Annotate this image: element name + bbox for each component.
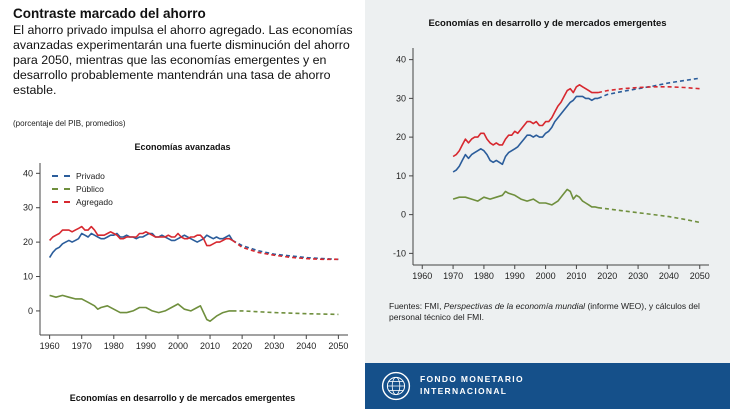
x-tick-label: 1960: [40, 341, 60, 351]
imf-logo-icon: [381, 371, 411, 401]
y-tick-label: 10: [23, 272, 33, 282]
x-tick-label: 1990: [136, 341, 156, 351]
sources-suffix: (informe WEO), y cálculos del personal t…: [389, 300, 700, 323]
x-tick-label: 2010: [566, 271, 586, 281]
page-title: Contraste marcado del ahorro: [13, 6, 206, 21]
series-privado-projection-line: [597, 77, 700, 100]
units-note: (porcentaje del PIB, promedios): [13, 119, 126, 128]
intro-paragraph: El ahorro privado impulsa el ahorro agre…: [13, 23, 353, 97]
legend-sample: [52, 175, 70, 177]
x-tick-label: 2020: [597, 271, 617, 281]
left-panel: Contraste marcado del ahorro El ahorro p…: [6, 6, 358, 403]
advanced-economies-chart-title: Economías avanzadas: [134, 142, 231, 152]
sources-prefix: Fuentes: FMI,: [389, 300, 444, 311]
imf-footer-bar: FONDO MONETARIO INTERNACIONAL: [365, 363, 730, 409]
chart-legend: Privado Público Agregado: [52, 171, 113, 210]
emerging-economies-chart-title-cutoff: Economías en desarrollo y de mercados em…: [69, 393, 296, 403]
imf-wordmark-line1: FONDO MONETARIO: [420, 374, 524, 385]
legend-sample: [52, 188, 70, 190]
legend-item-agregado: Agregado: [52, 197, 113, 207]
x-tick-label: 2040: [659, 271, 679, 281]
x-tick-label: 1980: [474, 271, 494, 281]
series-agregado-line: [452, 83, 598, 158]
series-público-projection-line: [597, 206, 700, 224]
x-tick-label: 2030: [264, 341, 284, 351]
y-tick-label: 0: [401, 210, 406, 220]
x-tick-label: 2030: [628, 271, 648, 281]
y-tick-label: 0: [28, 306, 33, 316]
x-tick-label: 2050: [328, 341, 348, 351]
series-agregado-projection-line: [597, 85, 700, 94]
x-tick-label: 2000: [536, 271, 556, 281]
x-tick-label: 2020: [232, 341, 252, 351]
imf-wordmark-line2: INTERNACIONAL: [420, 386, 508, 396]
y-tick-label: 40: [396, 55, 406, 65]
x-tick-label: 2000: [168, 341, 188, 351]
series-privado-projection-line: [232, 239, 339, 261]
x-tick-label: 1980: [104, 341, 124, 351]
legend-label: Público: [76, 184, 104, 194]
sources-italic-title: Perspectivas de la economía mundial: [443, 300, 586, 311]
x-tick-label: 2050: [690, 271, 710, 281]
series-agregado-projection-line: [232, 239, 339, 261]
sources-note: Fuentes: FMI, Perspectivas de la economí…: [389, 301, 721, 325]
emerging-economies-chart-container: -10 0 10 20 30 40 1960 1970 1980 1990 2000 2010 2020…: [379, 40, 719, 285]
x-tick-label: 2040: [296, 341, 316, 351]
imf-wordmark: FONDO MONETARIO INTERNACIONAL: [420, 374, 524, 398]
legend-label: Agregado: [76, 197, 113, 207]
legend-item-privado: Privado: [52, 171, 113, 181]
legend-item-publico: Público: [52, 184, 113, 194]
series-privado-line: [452, 95, 598, 173]
x-tick-label: 1970: [72, 341, 92, 351]
y-tick-label: 30: [23, 203, 33, 213]
y-tick-label: 10: [396, 171, 406, 181]
legend-label: Privado: [76, 171, 105, 181]
legend-sample: [52, 201, 70, 203]
y-tick-label: 20: [396, 132, 406, 142]
series-privado-line: [48, 232, 234, 259]
x-tick-label: 1990: [505, 271, 525, 281]
series-público-projection-line: [232, 310, 339, 316]
series-agregado-line: [49, 225, 233, 247]
x-tick-label: 1970: [443, 271, 463, 281]
y-tick-label: -10: [393, 248, 406, 258]
x-tick-label: 1960: [412, 271, 432, 281]
series-público-line: [452, 188, 599, 209]
y-tick-label: 20: [23, 237, 33, 247]
series-público-line: [49, 294, 233, 322]
right-panel: [365, 0, 730, 409]
emerging-economies-chart-title: Economías en desarrollo y de mercados em…: [428, 18, 667, 29]
y-tick-label: 30: [396, 93, 406, 103]
y-tick-label: 40: [23, 168, 33, 178]
x-tick-label: 2010: [200, 341, 220, 351]
advanced-economies-chart-container: 0 10 20 30 40 1960 1970 1980 1990 2000 2010 2020 203…: [6, 155, 358, 355]
